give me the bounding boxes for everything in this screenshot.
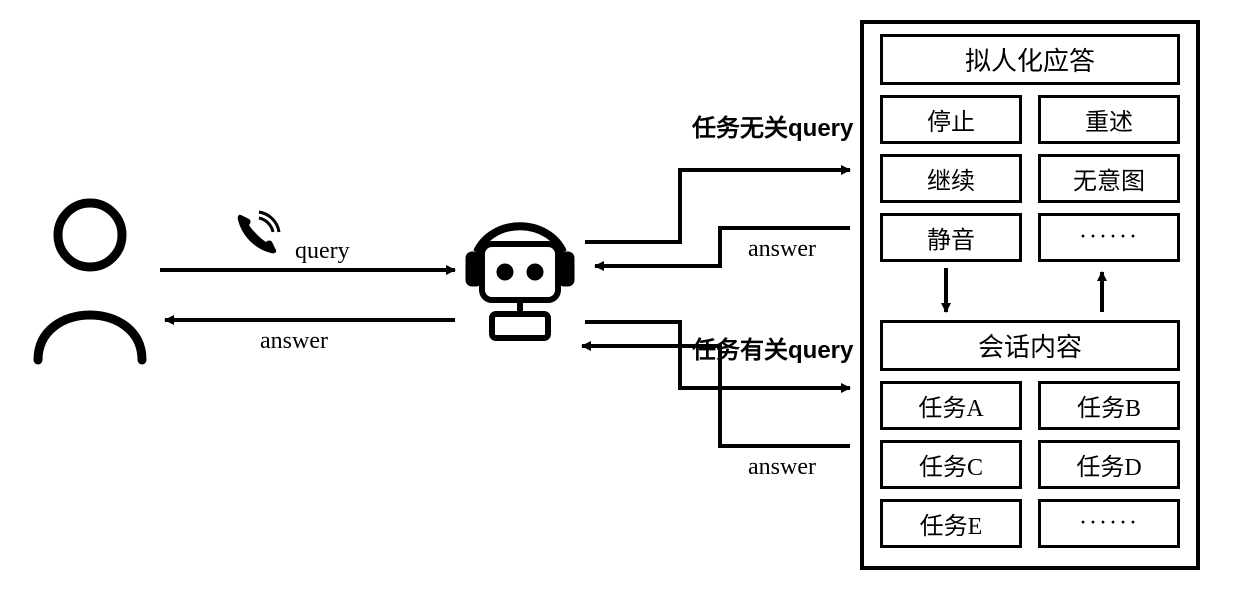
cell-more2: ······ bbox=[1038, 499, 1180, 548]
cell-more1: ······ bbox=[1038, 213, 1180, 262]
session-content: 会话内容 bbox=[880, 320, 1180, 371]
cell-mute: 静音 bbox=[880, 213, 1022, 262]
cell-task-a: 任务A bbox=[880, 381, 1022, 430]
label-answer1: answer bbox=[260, 328, 328, 355]
midgap bbox=[874, 262, 1186, 320]
panel-title: 拟人化应答 bbox=[880, 34, 1180, 85]
cell-stop: 停止 bbox=[880, 95, 1022, 144]
cell-restate: 重述 bbox=[1038, 95, 1180, 144]
cell-task-e: 任务E bbox=[880, 499, 1022, 548]
label-query: query bbox=[295, 238, 350, 265]
label-task-relevant: 任务有关query bbox=[692, 330, 853, 365]
phone-icon bbox=[238, 212, 279, 253]
label-answer2: answer bbox=[748, 236, 816, 263]
robot-icon bbox=[466, 226, 574, 338]
cell-nointent: 无意图 bbox=[1038, 154, 1180, 203]
label-answer3: answer bbox=[748, 454, 816, 481]
top-grid: 停止 重述 继续 无意图 静音 ······ bbox=[880, 95, 1180, 262]
cell-task-c: 任务C bbox=[880, 440, 1022, 489]
label-task-irrelevant: 任务无关query bbox=[692, 108, 853, 143]
arrow-task-irrelevant bbox=[585, 170, 850, 242]
bottom-grid: 任务A 任务B 任务C 任务D 任务E ······ bbox=[880, 381, 1180, 548]
cell-task-d: 任务D bbox=[1038, 440, 1180, 489]
cell-continue: 继续 bbox=[880, 154, 1022, 203]
cell-task-b: 任务B bbox=[1038, 381, 1180, 430]
person-icon bbox=[38, 203, 142, 360]
response-panel: 拟人化应答 停止 重述 继续 无意图 静音 ······ 会话内容 任务A 任务… bbox=[860, 20, 1200, 570]
